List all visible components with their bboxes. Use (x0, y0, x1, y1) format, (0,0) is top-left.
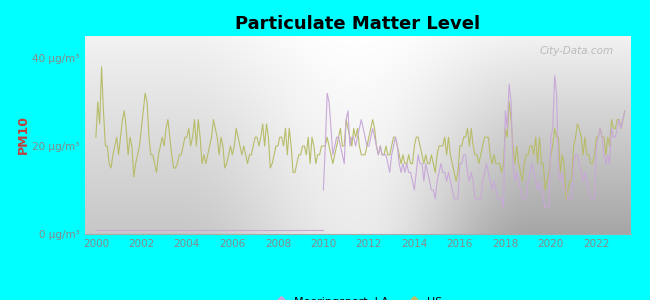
Text: City-Data.com: City-Data.com (540, 46, 614, 56)
Legend: Mooringsport, LA, US: Mooringsport, LA, US (268, 293, 447, 300)
Y-axis label: PM10: PM10 (16, 116, 29, 154)
Title: Particulate Matter Level: Particulate Matter Level (235, 15, 480, 33)
